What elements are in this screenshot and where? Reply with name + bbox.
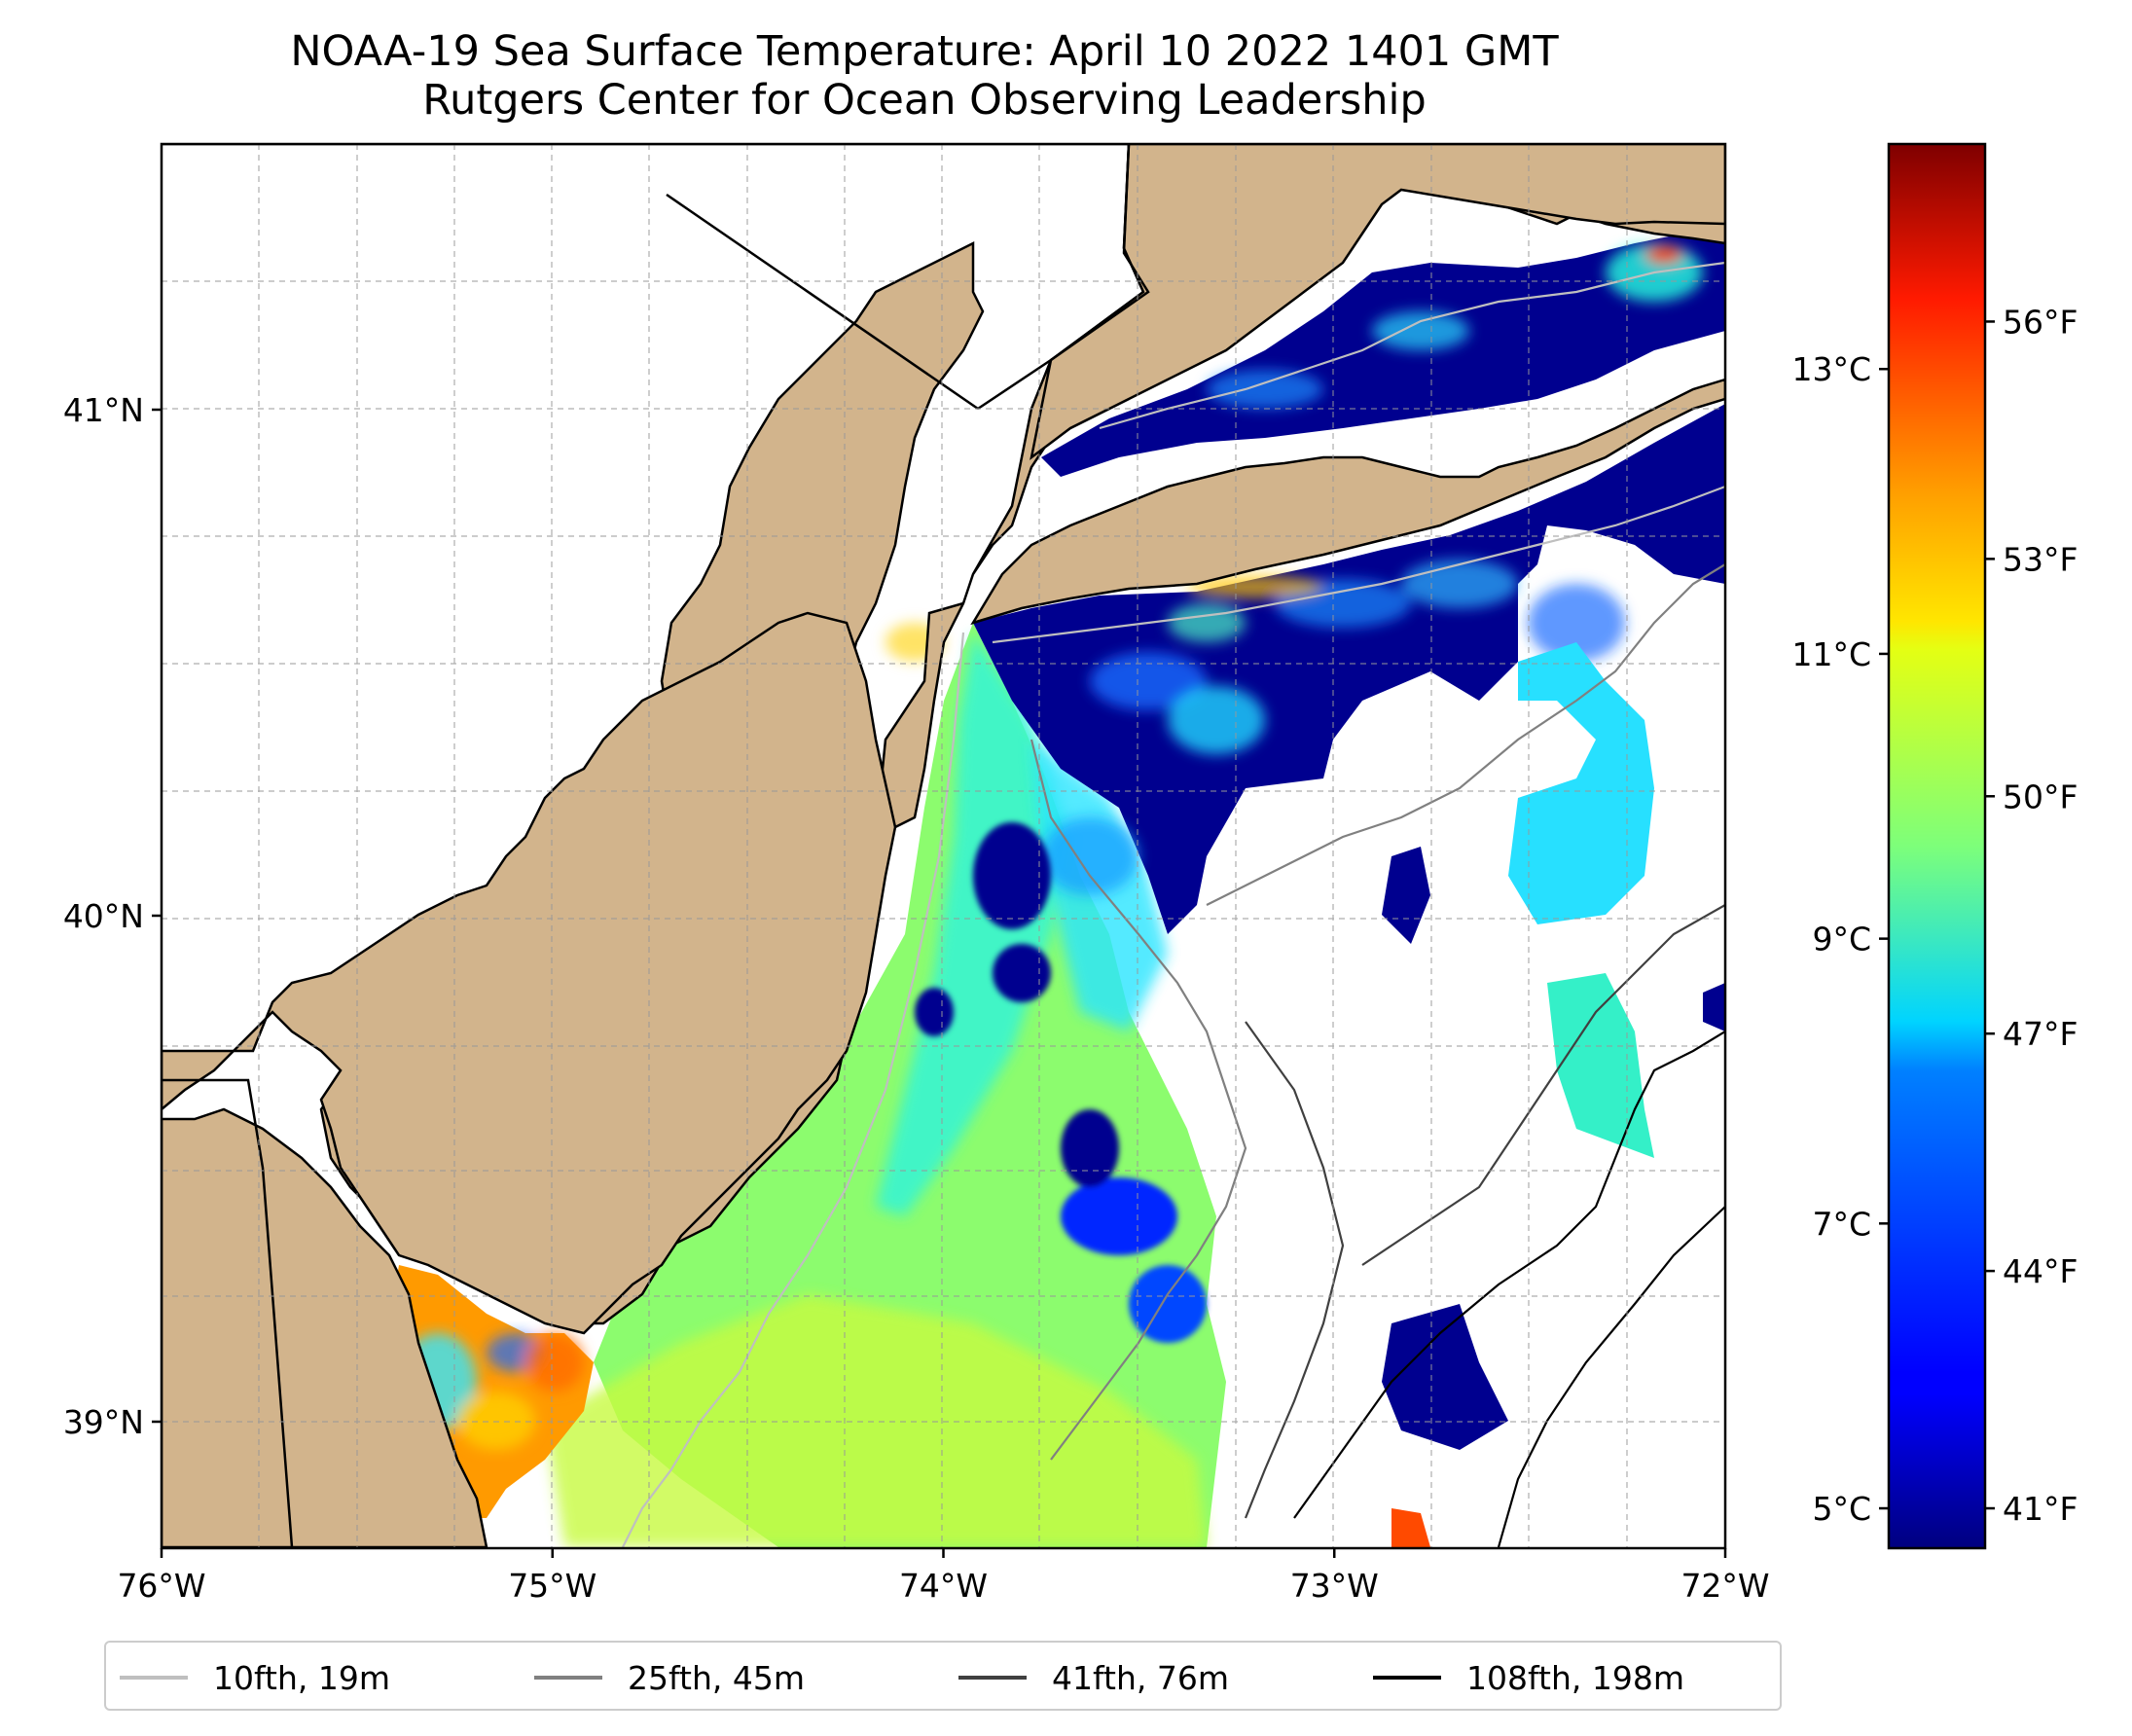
legend-label: 108fth, 198m: [1466, 1658, 1684, 1697]
colorbar: [1887, 142, 1987, 1550]
contour-41fth-b: [1361, 904, 1725, 1266]
map-area: [162, 144, 1725, 1548]
legend-swatch: [958, 1676, 1027, 1680]
legend-label: 10fth, 19m: [213, 1658, 390, 1697]
legend-item-25fth: 25fth, 45m: [534, 1643, 805, 1713]
sst-east-patch-4: [1382, 1304, 1508, 1450]
colorbar-celsius-label: 13°C: [1791, 350, 1871, 388]
colorbar-celsius-axis: 5°C 7°C 9°C 11°C 13°C: [1791, 350, 1889, 1528]
y-tick-label: 39°N: [63, 1403, 144, 1441]
contour-10fth-b: [992, 485, 1725, 644]
sst-cyan-nearshore: [876, 633, 1070, 1216]
state-boundaries: [162, 144, 1150, 1548]
x-tick-label: 73°W: [1290, 1567, 1379, 1605]
sst-warm-spot: [1391, 1508, 1430, 1547]
contour-10fth-lis: [1099, 261, 1725, 430]
legend-item-10fth: 10fth, 19m: [120, 1643, 390, 1713]
sst-field: [389, 234, 1725, 1547]
legend: 10fth, 19m 25fth, 45m 41fth, 76m 108fth,…: [104, 1641, 1782, 1711]
legend-item-108fth: 108fth, 198m: [1373, 1643, 1684, 1713]
x-axis: 76°W 75°W 74°W 73°W 72°W: [117, 1548, 1770, 1605]
colorbar-celsius-label: 9°C: [1812, 921, 1871, 958]
legend-swatch: [534, 1676, 602, 1680]
colorbar-fahrenheit-label: 41°F: [2003, 1490, 2078, 1528]
sst-east-patch-3: [1382, 847, 1430, 944]
sst-east-patch: [1508, 642, 1654, 924]
sst-east-patch-5: [1703, 983, 1725, 1031]
x-tick-label: 75°W: [508, 1567, 596, 1605]
land: [162, 144, 1725, 1548]
land-south-nj: [162, 611, 897, 1335]
colorbar-celsius-label: 7°C: [1812, 1205, 1871, 1243]
legend-item-41fth: 41fth, 76m: [958, 1643, 1229, 1713]
colorbar-fahrenheit-label: 50°F: [2003, 778, 2078, 815]
gridlines: [162, 144, 1725, 1548]
colorbar-celsius-label: 11°C: [1791, 635, 1871, 673]
sst-mottling-north: [885, 560, 1625, 895]
colorbar-fahrenheit-label: 47°F: [2003, 1015, 2078, 1053]
contour-25fth-b: [1206, 563, 1725, 906]
y-tick-label: 40°N: [63, 897, 144, 935]
bathymetry-contours: [622, 261, 1725, 1548]
contour-25fth: [1030, 739, 1247, 1461]
colorbar-fahrenheit-axis: 41°F 44°F 47°F 50°F 53°F 56°F: [1985, 303, 2078, 1528]
colorbar-fahrenheit-label: 44°F: [2003, 1252, 2078, 1290]
legend-label: 25fth, 45m: [628, 1658, 805, 1697]
x-tick-label: 72°W: [1680, 1567, 1769, 1605]
y-axis: 41°N 40°N 39°N: [63, 391, 162, 1441]
contour-10fth: [622, 632, 965, 1548]
colorbar-fahrenheit-label: 56°F: [2003, 303, 2078, 341]
legend-swatch: [1373, 1676, 1441, 1680]
colorbar-celsius-label: 5°C: [1812, 1490, 1871, 1528]
chart-subtitle: Rutgers Center for Ocean Observing Leade…: [422, 76, 1427, 125]
x-tick-label: 76°W: [117, 1567, 205, 1605]
x-tick-label: 74°W: [899, 1567, 988, 1605]
legend-label: 41fth, 76m: [1052, 1658, 1229, 1697]
land-delaware: [162, 1107, 488, 1548]
legend-swatch: [120, 1676, 188, 1680]
chart-title: NOAA-19 Sea Surface Temperature: April 1…: [290, 27, 1559, 76]
land-long-island: [970, 378, 1725, 626]
sst-cold-pockets: [915, 822, 1207, 1343]
contour-108fth: [1293, 1031, 1725, 1519]
y-tick-label: 41°N: [63, 391, 144, 429]
colorbar-fahrenheit-label: 53°F: [2003, 540, 2078, 578]
sst-yellowish-south: [545, 1294, 1207, 1547]
contour-108fth-b: [1497, 1206, 1725, 1548]
